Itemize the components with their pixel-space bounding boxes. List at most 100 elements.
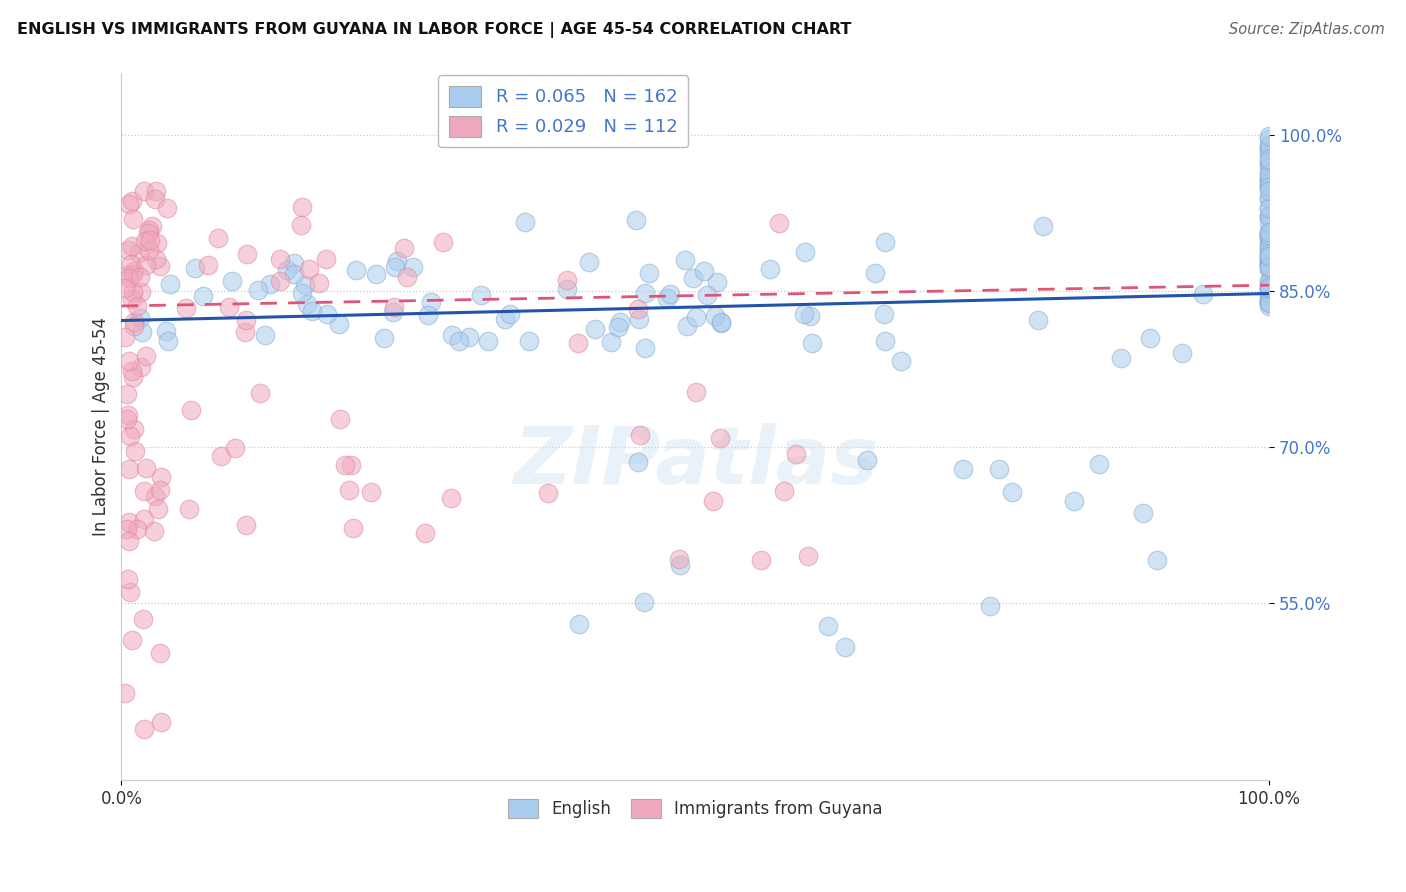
Point	[628, 427, 651, 442]
Point	[441, 328, 464, 343]
Point	[517, 334, 540, 348]
Point	[387, 253, 409, 268]
Point	[121, 194, 143, 209]
Point	[209, 449, 232, 463]
Point	[568, 617, 591, 632]
Point	[184, 260, 207, 275]
Point	[673, 253, 696, 268]
Point	[149, 646, 172, 660]
Text: ENGLISH VS IMMIGRANTS FROM GUYANA IN LABOR FORCE | AGE 45-54 CORRELATION CHART: ENGLISH VS IMMIGRANTS FROM GUYANA IN LAB…	[17, 22, 851, 38]
Point	[457, 330, 479, 344]
Point	[259, 277, 281, 291]
Point	[384, 260, 406, 274]
Point	[1258, 251, 1281, 265]
Point	[536, 485, 558, 500]
Point	[197, 259, 219, 273]
Y-axis label: In Labor Force | Age 45-54: In Labor Force | Age 45-54	[93, 318, 110, 536]
Point	[1258, 166, 1281, 180]
Point	[207, 231, 229, 245]
Point	[952, 462, 974, 476]
Point	[685, 384, 707, 399]
Point	[987, 462, 1010, 476]
Point	[1258, 227, 1281, 241]
Point	[626, 213, 648, 227]
Point	[122, 319, 145, 334]
Point	[1139, 331, 1161, 345]
Point	[132, 184, 155, 198]
Point	[122, 264, 145, 278]
Point	[1258, 247, 1281, 261]
Point	[609, 314, 631, 328]
Point	[1258, 167, 1281, 181]
Point	[710, 315, 733, 329]
Point	[555, 273, 578, 287]
Point	[117, 533, 139, 548]
Point	[124, 444, 146, 458]
Point	[1258, 225, 1281, 239]
Point	[122, 212, 145, 227]
Point	[1258, 157, 1281, 171]
Point	[709, 431, 731, 445]
Point	[1258, 152, 1281, 166]
Point	[1258, 237, 1281, 252]
Point	[117, 522, 139, 536]
Point	[269, 274, 291, 288]
Point	[682, 270, 704, 285]
Point	[685, 310, 707, 325]
Point	[1258, 216, 1281, 230]
Point	[627, 301, 650, 316]
Point	[1258, 235, 1281, 249]
Point	[1258, 210, 1281, 224]
Point	[567, 336, 589, 351]
Point	[1258, 201, 1281, 215]
Point	[634, 342, 657, 356]
Point	[291, 286, 314, 301]
Point	[128, 246, 150, 260]
Point	[308, 276, 330, 290]
Point	[179, 502, 201, 516]
Point	[1258, 255, 1281, 269]
Point	[1132, 506, 1154, 520]
Point	[758, 261, 780, 276]
Point	[1258, 293, 1281, 308]
Point	[470, 288, 492, 302]
Point	[1258, 209, 1281, 223]
Point	[315, 252, 337, 267]
Point	[136, 226, 159, 240]
Point	[659, 287, 682, 301]
Point	[555, 282, 578, 296]
Point	[1111, 351, 1133, 366]
Point	[145, 184, 167, 198]
Point	[1258, 137, 1281, 152]
Point	[143, 192, 166, 206]
Point	[1258, 139, 1281, 153]
Point	[1171, 345, 1194, 359]
Point	[139, 233, 162, 247]
Point	[395, 269, 418, 284]
Point	[607, 320, 630, 334]
Point	[1258, 259, 1281, 273]
Point	[1258, 282, 1281, 296]
Point	[118, 429, 141, 443]
Point	[1258, 262, 1281, 277]
Point	[145, 489, 167, 503]
Point	[120, 584, 142, 599]
Point	[817, 618, 839, 632]
Point	[135, 258, 157, 272]
Point	[149, 483, 172, 498]
Point	[269, 252, 291, 266]
Point	[344, 263, 367, 277]
Point	[703, 310, 725, 324]
Point	[1258, 172, 1281, 186]
Point	[1258, 293, 1281, 308]
Point	[129, 359, 152, 374]
Point	[1258, 276, 1281, 290]
Point	[1258, 172, 1281, 186]
Point	[394, 241, 416, 255]
Point	[1258, 240, 1281, 254]
Point	[283, 255, 305, 269]
Point	[1258, 143, 1281, 157]
Point	[1258, 286, 1281, 301]
Point	[785, 447, 807, 461]
Point	[122, 370, 145, 384]
